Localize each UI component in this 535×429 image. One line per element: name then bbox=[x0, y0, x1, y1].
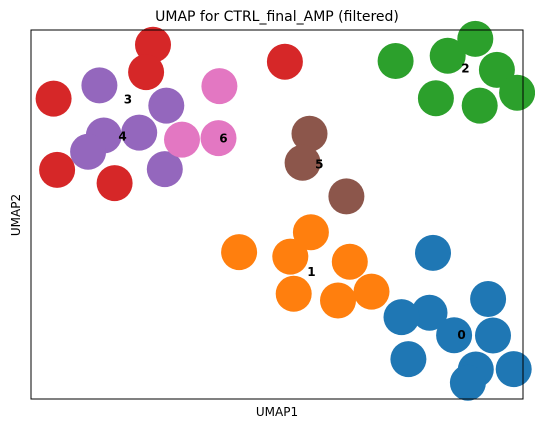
cluster-2-label: 2 bbox=[461, 61, 469, 75]
cluster-6-point bbox=[201, 68, 238, 105]
cluster-2-point bbox=[499, 74, 535, 111]
cluster-6-point bbox=[164, 121, 200, 158]
cluster-3-point bbox=[39, 151, 76, 188]
cluster-4-point bbox=[146, 151, 183, 188]
cluster-labels-layer: 0 1 2 3 4 5 6 bbox=[118, 61, 469, 342]
cluster-1-point bbox=[221, 234, 258, 271]
cluster-1-label: 1 bbox=[307, 265, 315, 279]
cluster-2-point bbox=[417, 80, 454, 117]
cluster-4-point bbox=[81, 67, 118, 104]
cluster-3-point bbox=[266, 43, 303, 80]
cluster-2-point bbox=[377, 43, 414, 79]
cluster-5-point bbox=[284, 144, 321, 181]
cluster-0-label: 0 bbox=[457, 328, 465, 342]
cluster-0-point bbox=[411, 294, 448, 331]
cluster-2-point bbox=[429, 37, 466, 74]
cluster-1-point bbox=[331, 243, 368, 280]
cluster-0-point bbox=[470, 281, 507, 317]
points-layer bbox=[35, 20, 535, 401]
cluster-1-point bbox=[275, 275, 312, 312]
cluster-6-point bbox=[200, 120, 237, 157]
cluster-3-point bbox=[128, 54, 165, 91]
cluster-3-point bbox=[135, 26, 171, 63]
cluster-4-point bbox=[148, 87, 185, 124]
cluster-0-point bbox=[383, 299, 420, 336]
chart-title: UMAP for CTRL_final_AMP (filtered) bbox=[155, 9, 399, 25]
cluster-0-point bbox=[436, 317, 473, 354]
cluster-5-point bbox=[328, 178, 365, 215]
cluster-0-point bbox=[390, 341, 427, 378]
y-axis-label: UMAP2 bbox=[9, 194, 23, 236]
cluster-4-point bbox=[121, 114, 158, 151]
cluster-2-point bbox=[461, 87, 498, 124]
cluster-5-label: 5 bbox=[315, 157, 323, 171]
cluster-1-point bbox=[272, 238, 309, 275]
cluster-5-point bbox=[291, 115, 328, 152]
cluster-6-label: 6 bbox=[219, 132, 227, 146]
cluster-3-label: 3 bbox=[124, 92, 132, 106]
cluster-0-point bbox=[415, 234, 451, 271]
cluster-1-point bbox=[320, 282, 356, 319]
x-axis-label: UMAP1 bbox=[256, 405, 298, 419]
plot-frame bbox=[30, 29, 524, 400]
cluster-1-point bbox=[292, 214, 329, 251]
cluster-0-point bbox=[475, 317, 511, 354]
cluster-4-label: 4 bbox=[118, 129, 126, 143]
cluster-0-point bbox=[449, 364, 486, 401]
cluster-1-point bbox=[353, 273, 390, 310]
cluster-3-point bbox=[96, 165, 133, 202]
cluster-0-point bbox=[495, 351, 532, 388]
cluster-4-point bbox=[70, 133, 107, 170]
cluster-3-point bbox=[35, 80, 72, 117]
